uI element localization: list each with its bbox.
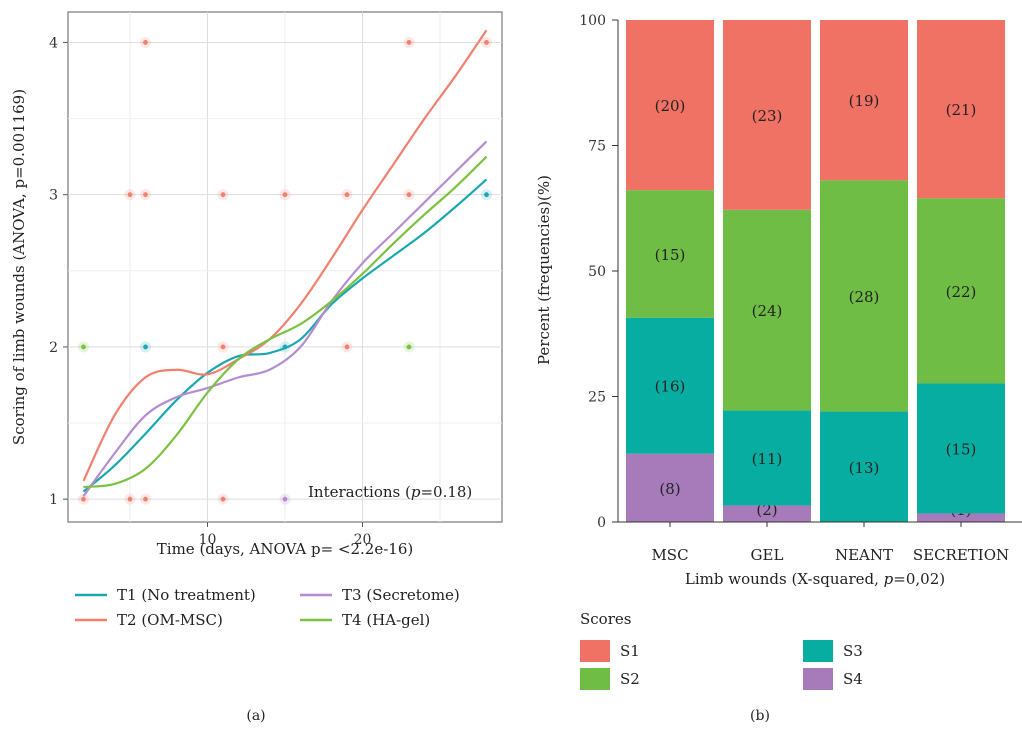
observation-point [406, 344, 412, 350]
panel-a-lines [82, 29, 488, 497]
y-tick-label: 2 [49, 340, 58, 356]
data-label-gel-s2: (24) [752, 302, 783, 320]
panel-a-caption: (a) [246, 708, 265, 724]
panel-b-ticks: 0 25 50 75 100 MSC GEL NEANT SECRETION [579, 13, 1009, 564]
x-tick-label: 20 [354, 532, 372, 548]
data-label-msc-s3: (16) [655, 378, 686, 396]
panel-b-caption: (b) [750, 708, 770, 724]
data-label-msc-s4: (8) [659, 480, 680, 498]
bar-segment-msc-s2 [626, 190, 714, 318]
bar-segment-gel-s4 [723, 505, 811, 522]
legend-label-s1: S1 [620, 642, 640, 660]
panel-b-legend: S1 S3 S2 S4 [580, 640, 863, 690]
y-tick-label: 75 [588, 139, 606, 155]
panel-a-y-axis-label: Scoring of limb wounds (ANOVA, p=0.00116… [10, 89, 28, 445]
observation-point [282, 496, 288, 502]
bar-segment-msc-s3 [626, 317, 714, 454]
panel-b-legend-title: Scores [580, 610, 631, 628]
x-tick-label-neant: NEANT [835, 546, 893, 564]
legend-label-t3-secretome: T3 (Secretome) [342, 586, 460, 604]
y-tick-label: 50 [588, 264, 606, 280]
panel-a-ticks: 10 20 1 2 3 4 [49, 35, 371, 548]
data-label-secretion-s1: (21) [946, 101, 977, 119]
y-tick-label: 25 [588, 390, 606, 406]
observation-point [127, 192, 133, 198]
panel-b-y-axis-label: Percent (frequencies)(%) [535, 175, 553, 365]
legend-swatch-s4 [803, 668, 833, 690]
x-tick-label-msc: MSC [651, 546, 688, 564]
data-label-neant-s2: (28) [849, 288, 880, 306]
y-tick-label: 3 [49, 188, 58, 204]
observation-point [406, 192, 412, 198]
data-label-msc-s2: (15) [655, 246, 686, 264]
data-label-secretion-s2: (22) [946, 283, 977, 301]
legend-label-t2-om-msc: T2 (OM-MSC) [117, 611, 223, 629]
y-tick-label: 4 [49, 35, 58, 51]
legend-swatch-s2 [580, 668, 610, 690]
legend-label-t4-ha-gel: T4 (HA-gel) [342, 611, 430, 629]
observation-point [143, 192, 148, 198]
data-label-gel-s3: (11) [752, 450, 783, 468]
bar-segment-gel-s2 [723, 209, 811, 411]
observation-point [127, 496, 133, 502]
series-line-t4-ha-gel [83, 155, 488, 489]
bar-segment-secretion-s1 [917, 20, 1005, 199]
legend-label-s2: S2 [620, 670, 640, 688]
y-tick-label: 100 [579, 13, 606, 29]
observation-point [81, 344, 86, 350]
data-label-msc-s1: (20) [655, 97, 686, 115]
panel-b-x-axis-label: Limb wounds (X-squared, p=0,02) [685, 570, 945, 588]
series-line-t1-no-treatment [82, 178, 488, 493]
series-line-t2-om-msc [82, 29, 488, 482]
bar-segment-gel-s1 [723, 20, 811, 210]
data-label-neant-s1: (19) [849, 92, 880, 110]
legend-label-s4: S4 [843, 670, 863, 688]
panel-a-line-chart: 10 20 1 2 3 4 Interactions (p=0.18) Time (day… [10, 11, 503, 724]
observation-point [143, 344, 148, 350]
bar-segment-msc-s1 [626, 20, 714, 191]
observation-point [484, 40, 489, 45]
panel-a-points [78, 36, 492, 505]
bar-segment-neant-s3 [820, 411, 908, 522]
panel-a-legend: T1 (No treatment) T3 (Secretome) T2 (OM-MS… [75, 586, 460, 629]
x-tick-label: 10 [199, 532, 217, 548]
interactions-annotation: Interactions (p=0.18) [308, 483, 472, 501]
y-tick-label: 1 [49, 492, 58, 508]
panel-a-x-axis-label: Time (days, ANOVA p= <2.2e-16) [157, 540, 413, 558]
legend-swatch-s3 [803, 640, 833, 662]
observation-point [143, 496, 148, 502]
observation-point [220, 344, 226, 350]
observation-point [220, 496, 226, 502]
data-label-gel-s4: (2) [756, 501, 777, 519]
data-label-gel-s1: (23) [752, 107, 783, 125]
observation-point [143, 40, 148, 45]
legend-swatch-s1 [580, 640, 610, 662]
observation-point [220, 192, 226, 198]
panel-b-stacked-bar-chart: (8) (16) (15) (20) (2) (11) (24) (23) (13) (28) (1… [535, 13, 1022, 724]
observation-point [406, 40, 412, 45]
observation-point [282, 192, 288, 198]
bar-segment-neant-s1 [820, 20, 908, 181]
bar-segment-secretion-s4 [917, 513, 1005, 522]
x-tick-label-secretion: SECRETION [913, 546, 1009, 564]
bar-segment-secretion-s3 [917, 383, 1005, 514]
series-line-t3-secretome [82, 140, 488, 497]
y-tick-label: 0 [597, 515, 606, 531]
panel-b-bars: (8) (16) (15) (20) (2) (11) (24) (23) (13) (28) (1… [626, 20, 1005, 522]
bar-segment-gel-s3 [723, 410, 811, 506]
observation-point [344, 192, 350, 198]
observation-point [81, 496, 86, 502]
bar-segment-secretion-s2 [917, 198, 1005, 384]
bar-segment-msc-s4 [626, 453, 714, 522]
observation-point [344, 344, 350, 350]
legend-label-t1-no-treatment: T1 (No treatment) [117, 586, 256, 604]
x-tick-label-gel: GEL [751, 546, 784, 564]
observation-point [484, 192, 489, 198]
data-label-secretion-s3: (15) [946, 440, 977, 458]
bar-segment-neant-s2 [820, 180, 908, 412]
data-label-neant-s3: (13) [849, 459, 880, 477]
legend-label-s3: S3 [843, 642, 863, 660]
